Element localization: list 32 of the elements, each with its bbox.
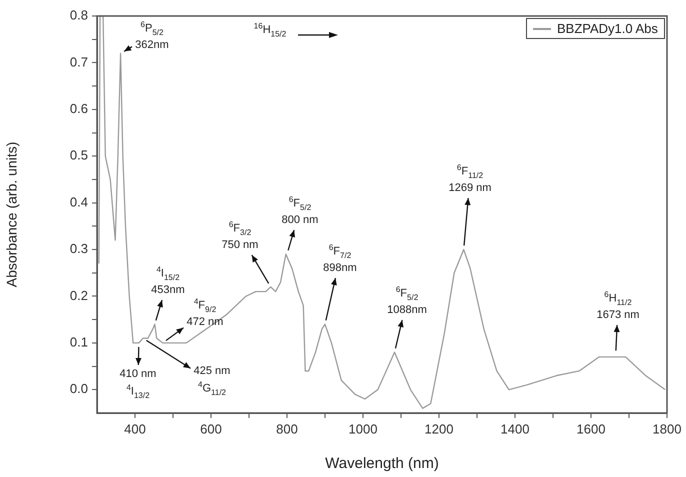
annotation: 425 nm $^{4}$G$_{11/2}$ xyxy=(194,365,230,399)
annotation: $^{6}$F$_{3/2}$ 750 nm xyxy=(222,219,258,252)
y-tick-label: 0.0 xyxy=(70,381,88,396)
annotation: $^{6}$F$_{5/2}$ 800 nm xyxy=(282,194,318,227)
x-axis-title: Wavelength (nm) xyxy=(325,455,439,472)
y-tick-label: 0.8 xyxy=(70,8,88,23)
legend-label: BBZPADy1.0 Abs xyxy=(557,21,658,36)
x-tick-label: 800 xyxy=(276,421,298,436)
x-tick-label: 400 xyxy=(124,421,146,436)
x-tick-label: 600 xyxy=(200,421,222,436)
x-tick-label: 1400 xyxy=(500,421,530,436)
y-tick-label: 0.7 xyxy=(70,54,88,70)
x-tick-label: 1800 xyxy=(652,421,682,436)
annotation: $^{4}$F$_{9/2}$ 472 nm xyxy=(186,296,224,329)
y-axis-title: Absorbance (arb. units) xyxy=(3,142,20,288)
x-tick-label: 1000 xyxy=(348,421,378,436)
annotation: $^{16}$H$_{15/2}$ xyxy=(254,20,286,40)
y-tick-label: 0.3 xyxy=(70,241,88,256)
annotation: $^{6}$F$_{5/2}$ 1088nm xyxy=(387,284,427,317)
annotation: $^{4}$I$_{15/2}$ 453nm xyxy=(151,264,185,297)
annotation: $^{6}$F$_{11/2}$ 1269 nm xyxy=(448,162,492,195)
x-tick-label: 1600 xyxy=(576,421,606,436)
y-tick-label: 0.4 xyxy=(70,194,88,210)
y-tick-label: 0.1 xyxy=(70,334,88,350)
annotation: $^{6}$H$_{11/2}$ 1673 nm xyxy=(596,289,640,322)
annotation: $^{6}$P$_{5/2}$ 362nm xyxy=(135,19,169,52)
y-tick-label: 0.6 xyxy=(70,100,88,116)
y-tick-label: 0.5 xyxy=(70,148,88,163)
annotation: 410 nm $^{4}$I$_{13/2}$ xyxy=(120,368,156,402)
y-tick-label: 0.2 xyxy=(70,288,88,303)
x-tick-label: 1200 xyxy=(424,421,454,436)
annotation: $^{6}$F$_{7/2}$ 898nm xyxy=(323,242,357,275)
